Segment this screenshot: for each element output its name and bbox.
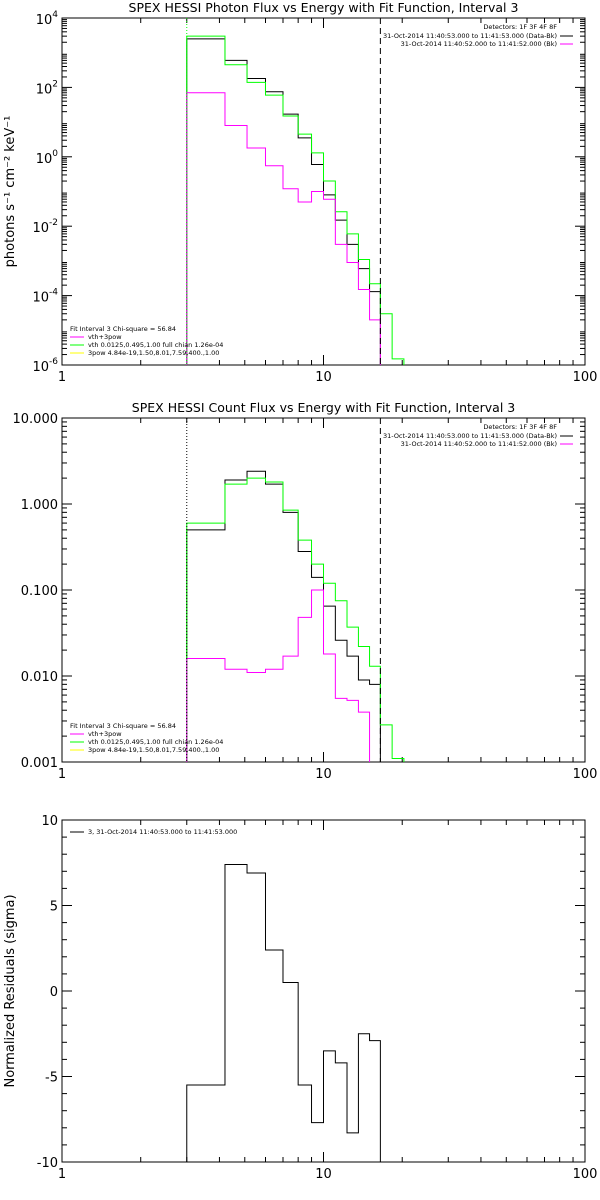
legend-entry-text: vth+3pow	[88, 730, 122, 738]
legend-header: Fit Interval 3 Chi-square = 56.84	[70, 325, 176, 333]
y-tick-label: 0.100	[21, 584, 58, 599]
y-tick-label: 10.000	[13, 412, 59, 427]
y-tick-exponent: -2	[49, 218, 58, 228]
y-tick-label: 100	[36, 149, 59, 167]
y-tick-base: 10	[36, 13, 53, 28]
x-tick-label: 10	[315, 767, 332, 782]
y-tick-label: 10-2	[32, 218, 58, 236]
legend-entry-text: 3pow 4.84e-19,1.50,8.01,7.59,400.,1.00	[88, 746, 219, 754]
legend-entry-text: 31-Oct-2014 11:40:53.000 to 11:41:53.000…	[383, 32, 557, 40]
y-tick-label: 102	[36, 79, 58, 97]
data-series-1	[186, 863, 381, 1162]
x-tick-label: 100	[573, 370, 598, 385]
y-tick-label: -5	[45, 1071, 58, 1086]
y-tick-exponent: -4	[49, 288, 58, 298]
chart-title: SPEX HESSI Count Flux vs Energy with Fit…	[132, 400, 515, 415]
y-tick-label: 1.000	[21, 498, 58, 513]
x-axis: 1 10 100	[58, 18, 598, 385]
legend-entry-text: 31-Oct-2014 11:40:53.000 to 11:41:53.000…	[383, 432, 557, 440]
data-series-3	[186, 589, 371, 762]
data-series-2	[186, 477, 405, 762]
y-tick-base: 10	[32, 360, 49, 375]
y-axis-label: photons s⁻¹ cm⁻² keV⁻¹	[3, 116, 18, 268]
y-tick-label: 5	[50, 900, 58, 915]
x-tick-label: 10	[315, 370, 332, 385]
y-tick-exponent: 2	[52, 79, 58, 89]
x-tick-label: 100	[573, 767, 598, 782]
legend-header: Detectors: 1F 3F 4F 8F	[483, 423, 557, 431]
legend-left: 3, 31-Oct-2014 11:40:53.000 to 11:41:53.…	[70, 828, 237, 836]
y-tick-label: 0.001	[21, 756, 58, 771]
legend-entry-text: vth+3pow	[88, 333, 122, 341]
y-tick-label: 104	[36, 10, 59, 28]
y-tick-label: 10-6	[32, 357, 58, 375]
x-tick-label: 1	[58, 370, 66, 385]
chart-panel-1: SPEX HESSI Photon Flux vs Energy with Fi…	[3, 0, 598, 385]
y-tick-label: 0.010	[21, 670, 58, 685]
legend-entry-text: vth 0.0125,0.495,1.00 full chian 1.26e-0…	[88, 341, 223, 349]
x-axis: 1 10 100	[58, 418, 598, 782]
y-tick-exponent: 0	[52, 149, 58, 159]
y-axis: 10.000 1.000 0.100 0.010 0.001	[13, 412, 585, 771]
legend-entry-text: 31-Oct-2014 11:40:52.000 to 11:41:52.000…	[401, 440, 557, 448]
plot-area	[186, 863, 381, 1162]
legend-left: Fit Interval 3 Chi-square = 56.84vth+3po…	[70, 325, 223, 357]
legend-entry-text: 3, 31-Oct-2014 11:40:53.000 to 11:41:53.…	[88, 828, 237, 836]
chart-title: SPEX HESSI Photon Flux vs Energy with Fi…	[129, 0, 519, 15]
y-tick-base: 10	[32, 221, 49, 236]
y-tick-exponent: -6	[49, 357, 58, 367]
legend-left: Fit Interval 3 Chi-square = 56.84vth+3po…	[70, 722, 223, 754]
chart-panel-3: Normalized Residuals (sigma) 1 10 100 10 5 0 -5…	[3, 814, 598, 1182]
legend-header: Fit Interval 3 Chi-square = 56.84	[70, 722, 176, 730]
y-tick-label: 10	[41, 814, 58, 829]
legend-header: Detectors: 1F 3F 4F 8F	[483, 23, 557, 31]
x-tick-label: 10	[315, 1167, 332, 1182]
legend-entry-text: 31-Oct-2014 11:40:52.000 to 11:41:52.000…	[401, 40, 557, 48]
x-tick-label: 100	[573, 1167, 598, 1182]
y-axis-label: Normalized Residuals (sigma)	[3, 894, 18, 1087]
y-tick-base: 10	[36, 152, 53, 167]
legend-entry-text: 3pow 4.84e-19,1.50,8.01,7.59,400.,1.00	[88, 349, 219, 357]
y-tick-exponent: 4	[52, 10, 58, 20]
y-axis: 10 5 0 -5 -10	[37, 814, 585, 1171]
y-tick-label: 0	[50, 985, 58, 1000]
y-tick-label: -10	[37, 1156, 58, 1171]
x-axis: 1 10 100	[58, 820, 598, 1182]
data-series-3	[186, 92, 381, 365]
y-tick-label: 10-4	[32, 288, 58, 306]
chart-panel-2: SPEX HESSI Count Flux vs Energy with Fit…	[13, 400, 598, 782]
legend-entry-text: vth 0.0125,0.495,1.00 full chian 1.26e-0…	[88, 738, 223, 746]
x-tick-label: 1	[58, 1167, 66, 1182]
x-tick-label: 1	[58, 767, 66, 782]
y-tick-base: 10	[32, 291, 49, 306]
y-tick-base: 10	[36, 82, 53, 97]
plot-area	[186, 470, 405, 762]
